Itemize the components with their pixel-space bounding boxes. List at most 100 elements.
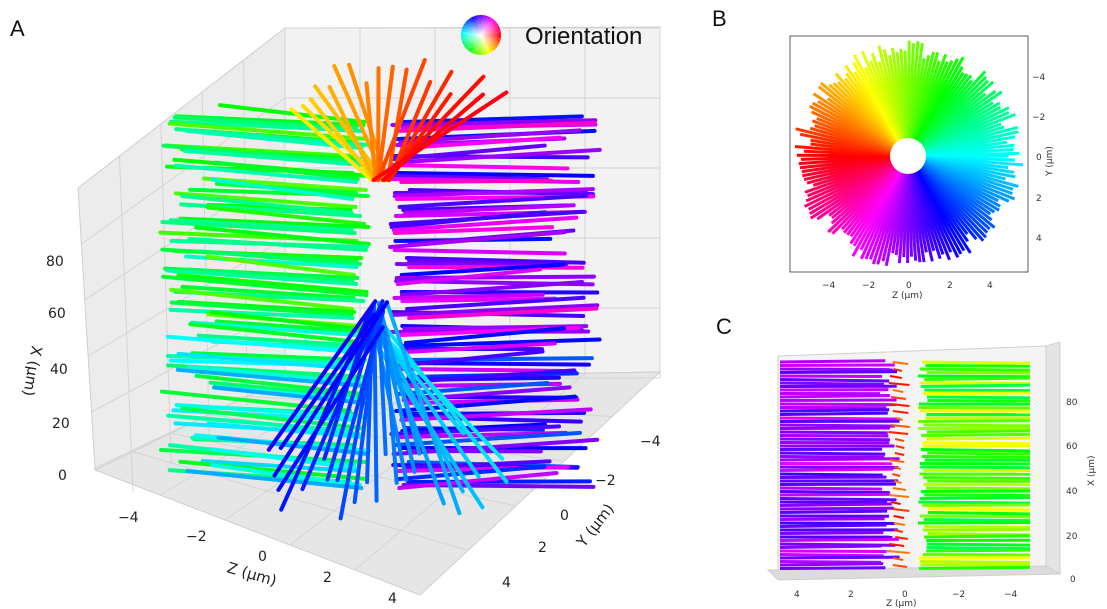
panel-b-letter: B bbox=[712, 6, 727, 31]
side-fiber bbox=[779, 451, 886, 456]
panel-b-fibers bbox=[794, 40, 1024, 267]
fiber-segment bbox=[214, 319, 371, 334]
fiber-segment bbox=[392, 292, 545, 300]
fiber-segment bbox=[187, 237, 368, 252]
fiber-segment bbox=[180, 193, 354, 215]
fiber-segment bbox=[388, 174, 550, 182]
side-fiber bbox=[779, 497, 897, 502]
fiber-segment bbox=[266, 299, 378, 452]
x-axis-label: X (µm) bbox=[19, 344, 46, 397]
b-y-tick-4: 4 bbox=[1036, 234, 1042, 244]
left-grid-line bbox=[160, 123, 172, 464]
fiber-segment bbox=[188, 322, 371, 345]
side-fiber bbox=[779, 457, 900, 462]
side-fiber bbox=[779, 544, 882, 549]
side-fiber bbox=[893, 529, 903, 533]
c-y-tick-80: 80 bbox=[1066, 398, 1078, 408]
panel-a-x-axis: 0 20 40 60 80 X (µm) bbox=[19, 254, 70, 484]
side-fiber bbox=[927, 507, 1031, 512]
fiber-segment bbox=[168, 307, 355, 320]
side-fiber bbox=[923, 476, 1031, 480]
fiber-segment bbox=[382, 330, 399, 485]
orientation-legend: Orientation bbox=[461, 15, 642, 56]
side-fiber bbox=[892, 564, 908, 568]
side-fiber bbox=[922, 527, 1031, 532]
fiber-segment bbox=[392, 248, 567, 256]
b-y-tick-0: 0 bbox=[1036, 153, 1042, 163]
y-tick-neg4: −4 bbox=[640, 434, 661, 450]
c-y-tick-40: 40 bbox=[1066, 487, 1078, 497]
fiber-segment bbox=[398, 430, 568, 439]
fiber-segment bbox=[405, 295, 586, 311]
y-tick-neg2: −2 bbox=[595, 473, 616, 489]
side-fiber bbox=[779, 506, 895, 511]
fiber-segment bbox=[389, 210, 547, 229]
side-fiber bbox=[779, 367, 893, 372]
fiber-segment bbox=[272, 300, 390, 478]
side-fiber bbox=[918, 419, 1031, 423]
side-fiber bbox=[920, 383, 1031, 388]
fiber-segment bbox=[161, 274, 369, 297]
fiber-segment bbox=[376, 58, 427, 182]
z-tick-neg4: −4 bbox=[118, 510, 139, 526]
fiber-segment bbox=[371, 90, 509, 182]
fiber-segment bbox=[403, 326, 567, 345]
side-fiber bbox=[779, 434, 889, 438]
panel-c-x-axis: 4 2 0 −2 −4 Z (µm) bbox=[794, 590, 1018, 609]
side-fiber bbox=[779, 398, 897, 402]
side-fiber bbox=[926, 546, 1031, 551]
side-fiber bbox=[890, 424, 910, 428]
panel-a-letter: A bbox=[10, 16, 25, 41]
side-fiber bbox=[779, 363, 895, 367]
z-tick-4: 4 bbox=[388, 591, 397, 607]
y-tick-2: 2 bbox=[538, 540, 547, 556]
fiber-segment bbox=[396, 380, 550, 396]
fiber-segment bbox=[390, 163, 570, 171]
fiber-segment bbox=[397, 193, 589, 209]
fiber-segment bbox=[406, 479, 592, 484]
fiber-segment bbox=[396, 464, 547, 481]
side-fiber bbox=[779, 370, 898, 374]
fiber-segment bbox=[185, 469, 364, 490]
side-fiber bbox=[893, 466, 901, 470]
side-fiber bbox=[925, 364, 1031, 368]
side-fiber bbox=[779, 537, 899, 542]
fiber-segment bbox=[400, 337, 602, 348]
fiber-segment bbox=[392, 225, 555, 235]
side-fiber bbox=[925, 486, 1031, 491]
fiber-segment bbox=[384, 300, 462, 516]
side-fiber bbox=[779, 359, 886, 364]
x-tick-0: 0 bbox=[58, 468, 67, 484]
side-fiber bbox=[779, 374, 882, 379]
fiber-segment bbox=[394, 394, 577, 413]
fiber-segment bbox=[205, 254, 357, 277]
side-fiber bbox=[922, 441, 1031, 446]
fiber-segment bbox=[377, 320, 388, 457]
side-fiber bbox=[892, 410, 909, 414]
c-x-tick-neg2: −2 bbox=[952, 590, 965, 600]
side-fiber bbox=[917, 374, 1031, 379]
fiber-segment bbox=[399, 262, 566, 277]
side-fiber bbox=[779, 553, 884, 558]
panel-c-fibers bbox=[779, 359, 1031, 570]
fiber-segment bbox=[397, 471, 559, 490]
b-y-tick-neg4: −4 bbox=[1032, 73, 1046, 83]
panel-b-y-axis: −4 −2 0 2 4 Y (µm) bbox=[1032, 73, 1055, 244]
fiber-segment bbox=[278, 312, 377, 451]
side-fiber bbox=[924, 376, 1031, 381]
side-fiber bbox=[888, 494, 910, 498]
side-fiber bbox=[926, 371, 1031, 375]
side-fiber bbox=[779, 560, 882, 564]
b-x-tick-2: 2 bbox=[947, 281, 953, 291]
side-fiber bbox=[779, 437, 890, 442]
fiber-segment bbox=[392, 368, 577, 385]
side-fiber bbox=[927, 511, 1031, 516]
b-x-tick-neg4: −4 bbox=[822, 281, 836, 291]
fiber-segment bbox=[400, 147, 602, 164]
fiber-segment bbox=[327, 84, 377, 182]
fiber-segment bbox=[325, 313, 379, 482]
panel-c: C 4 2 0 −2 −4 Z (µm) 0 20 40 60 80 X (µm… bbox=[716, 314, 1097, 609]
panel-b-center-hole bbox=[890, 138, 926, 174]
x-tick-60: 60 bbox=[48, 306, 66, 322]
side-fiber bbox=[779, 555, 900, 560]
